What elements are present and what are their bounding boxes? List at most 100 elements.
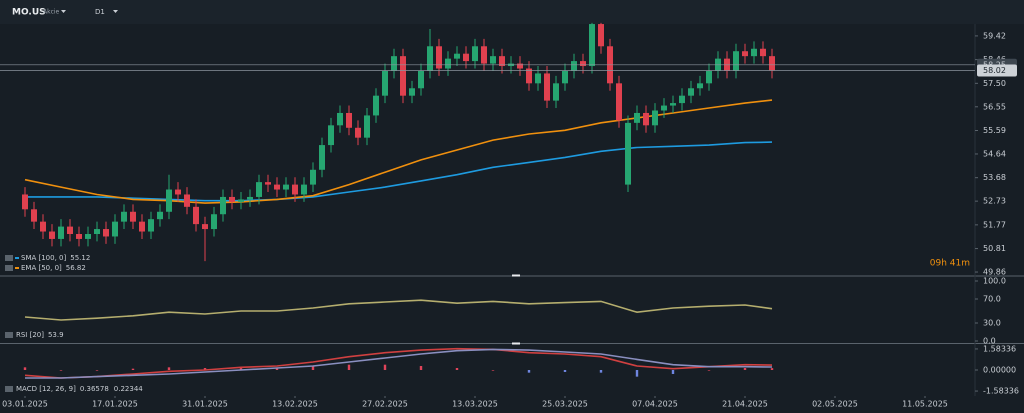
x-tick-label: 27.02.2025 [362,400,408,409]
price-label: 58.02 [983,66,1006,75]
candle-body [580,61,586,67]
candle-body [373,95,379,116]
candle-body [481,46,487,64]
candle-body [121,211,127,222]
candle-body [688,88,694,96]
y-tick-label: 49.86 [983,268,1006,277]
candle-body [184,194,190,207]
candle-body [193,206,199,225]
candle-body [157,211,163,220]
candle-body [238,199,244,202]
candle-body [742,51,748,57]
candle-body [598,24,604,47]
candle-body [166,189,172,212]
candle-body [409,88,415,96]
histogram-bar [563,370,567,372]
symbol[interactable]: MO.US [12,8,46,18]
candle-body [202,224,208,230]
legend-icon [5,386,13,392]
timeframe[interactable]: D1 [95,8,105,16]
histogram-bar [743,368,747,370]
candle-body [643,112,649,126]
candle-body [733,51,739,71]
histogram-bar [131,368,135,370]
candle-body [76,233,82,239]
y-tick-label: 30.0 [983,319,1001,328]
candle-body [751,48,757,57]
candle-body [769,56,775,71]
candle-body [112,221,118,237]
legend-value: 0.22344 [114,385,143,393]
x-tick-label: 07.04.2025 [632,400,678,409]
candle-body [256,182,262,197]
candle-body [49,231,55,239]
candle-body [211,214,217,230]
histogram-bar [527,370,531,373]
legend-name: SMA [100, 0] [21,254,66,262]
x-tick-label: 03.01.2025 [2,400,48,409]
candle-body [391,56,397,71]
candle-body [328,125,334,146]
candle-body [562,70,568,84]
histogram-bar [23,367,27,370]
candle-body [31,209,37,222]
y-tick-label: 57.50 [983,79,1006,88]
candle-body [517,63,523,69]
countdown: 09h 41m [930,259,970,269]
candle-body [139,221,145,232]
candle-body [589,24,595,67]
histogram-bar [311,366,315,370]
candle-body [499,56,505,67]
candle-body [634,112,640,123]
price-label-box [977,64,1017,77]
pane-handle[interactable] [512,274,520,277]
pane-handle[interactable] [512,342,520,345]
x-tick-label: 13.02.2025 [272,400,318,409]
candle-body [706,70,712,84]
candle-body [670,103,676,106]
y-tick-label: 59.42 [983,31,1006,40]
candle-body [355,127,361,138]
toolbar [0,0,1024,24]
candle-body [427,46,433,71]
y-tick-label: 51.77 [983,220,1006,229]
legend-name: RSI [20] [16,331,44,339]
histogram-bar [419,366,423,370]
legend-icon [5,265,13,271]
legend-value: 56.82 [66,264,86,272]
histogram-bar [671,370,675,374]
x-tick-label: 11.05.2025 [902,400,948,409]
candle-body [292,184,298,195]
candle-body [94,229,100,234]
candle-body [337,112,343,126]
candle-body [679,95,685,104]
histogram-bar [203,368,207,370]
candle-body [535,73,541,84]
y-tick-label: 100.0 [983,277,1006,286]
candle-body [625,122,631,185]
indicator-line [24,347,773,379]
candle-body [283,184,289,190]
histogram-bar [383,364,387,370]
x-tick-label: 21.04.2025 [722,400,768,409]
legend-icon [5,255,13,261]
y-tick-label: 52.73 [983,197,1006,206]
candle-body [661,105,667,111]
histogram-bar [707,370,711,371]
histogram-bar [635,370,639,377]
candle-body [310,169,316,185]
candle-body [319,145,325,170]
dropdown[interactable] [61,10,66,13]
candle-body [364,115,370,138]
moving-average [25,141,773,202]
candle-body [400,56,406,96]
indicator-line [24,299,773,321]
x-tick-label: 25.03.2025 [542,400,588,409]
dropdown[interactable] [113,10,118,13]
candle-body [58,226,64,239]
candle-body [220,196,226,215]
legend-value: 0.36578 [80,385,109,393]
histogram-bar [275,368,279,370]
legend-name: MACD [12, 26, 9] [16,385,76,393]
